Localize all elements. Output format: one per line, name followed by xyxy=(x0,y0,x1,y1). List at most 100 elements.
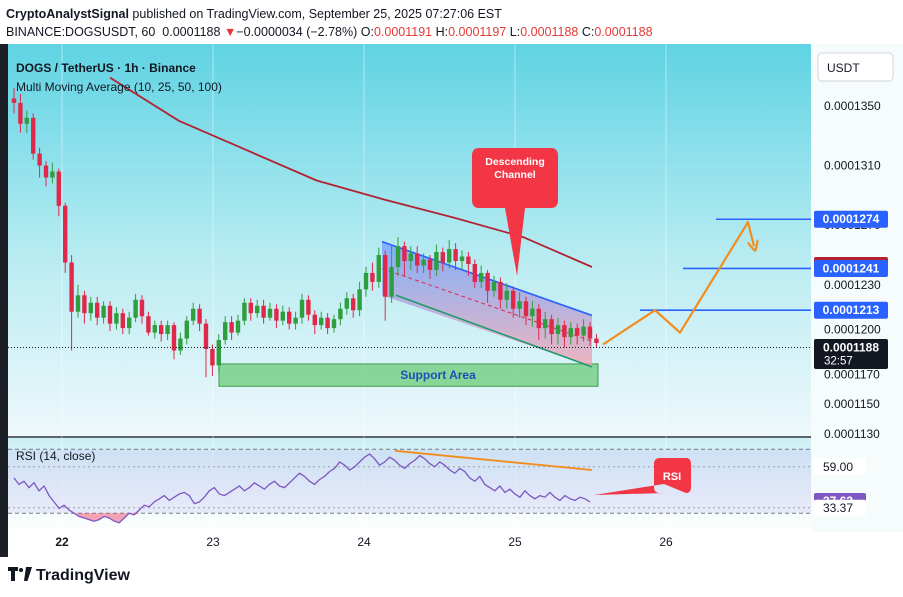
candle-body xyxy=(434,252,439,270)
candle-body xyxy=(24,117,29,124)
candle-body xyxy=(549,319,554,335)
candle-body xyxy=(581,326,586,336)
price-axis-badge xyxy=(814,339,888,369)
price-tick-label: 0.0001170 xyxy=(824,367,880,381)
candle-body xyxy=(178,338,183,351)
price-change: −0.0000034 (−2.78%) xyxy=(236,25,358,39)
candle-body xyxy=(363,272,369,290)
price-axis[interactable] xyxy=(811,44,903,532)
candle-body xyxy=(447,249,452,263)
candle-body xyxy=(63,205,68,263)
high-value: 0.0001197 xyxy=(448,25,507,39)
candle-body xyxy=(472,263,477,282)
price-chart[interactable]: Support Area Descending Channel RSI DOGS… xyxy=(0,44,903,557)
target-lines xyxy=(640,218,811,312)
rsi-callout-label: RSI xyxy=(663,471,681,483)
rsi-callout[interactable]: RSI xyxy=(594,458,691,495)
price-tick-label: 0.0001310 xyxy=(824,159,881,173)
price-axis-badge-value: 0.0001274 xyxy=(823,212,880,226)
low-label: L: xyxy=(509,25,521,39)
price-axis-badge-value: 0.0001241 xyxy=(823,261,880,275)
candle-body xyxy=(152,325,157,333)
candle-body xyxy=(370,272,375,282)
candle-body xyxy=(88,302,93,314)
candle-body xyxy=(357,289,362,311)
candle-body xyxy=(261,305,266,318)
candle-body xyxy=(575,328,580,336)
candle-body xyxy=(127,317,132,329)
open-label: O: xyxy=(360,25,374,39)
channel-lower-line[interactable] xyxy=(395,294,593,368)
candle-body xyxy=(197,308,202,324)
candle-body xyxy=(139,299,145,317)
rsi-axis-label: 59.00 xyxy=(823,460,853,474)
candle-body xyxy=(223,322,228,341)
rsi-line xyxy=(13,453,591,524)
candle-body xyxy=(453,249,458,261)
candle-body xyxy=(43,165,49,178)
price-axis-ticks: 0.00013500.00013100.00012700.00012300.00… xyxy=(824,99,881,441)
time-axis[interactable] xyxy=(8,532,903,557)
candle-body xyxy=(415,253,420,266)
time-tick-label: 23 xyxy=(206,535,220,549)
channel-callout[interactable]: Descending Channel xyxy=(472,148,558,276)
candle-body xyxy=(267,308,273,318)
rsi-axis-badge xyxy=(814,458,866,475)
candle-body xyxy=(530,308,535,317)
candle-body xyxy=(18,102,23,124)
tradingview-logo[interactable]: TradingView xyxy=(8,567,130,585)
candle-body xyxy=(235,320,241,333)
published-text: published on TradingView.com, September … xyxy=(132,7,502,21)
candle-body xyxy=(389,266,394,297)
support-area-label: Support Area xyxy=(400,368,476,382)
support-area[interactable] xyxy=(218,363,599,387)
low-value: 0.0001188 xyxy=(520,25,579,39)
candle-body xyxy=(511,290,516,309)
price-tick-label: 0.0001150 xyxy=(824,397,880,411)
chart-legend-title[interactable]: DOGS / TetherUS · 1h · Binance xyxy=(16,61,196,75)
candle-body xyxy=(37,153,42,166)
candle-body xyxy=(216,340,221,366)
candle-body xyxy=(344,298,349,309)
candle-body xyxy=(427,259,433,270)
candle-body xyxy=(485,272,490,291)
candle-body xyxy=(319,317,324,326)
candle-body xyxy=(133,299,138,318)
indicator-legend[interactable]: Multi Moving Average (10, 25, 50, 100) xyxy=(16,80,222,94)
change-arrow-icon: ▼ xyxy=(223,25,237,39)
candle-body xyxy=(459,256,465,261)
publisher-name[interactable]: CryptoAnalystSignal xyxy=(6,7,129,21)
candle-body xyxy=(69,262,74,312)
close-value: 0.0001188 xyxy=(594,25,653,39)
symbol-line: BINANCE:DOGSUSDT, 60 0.0001188 ▼−0.00000… xyxy=(6,25,653,39)
candle-body xyxy=(338,308,343,320)
candle-body xyxy=(82,295,87,314)
candle-body xyxy=(517,301,522,309)
rsi-legend[interactable]: RSI (14, close) xyxy=(16,449,95,463)
candle-body xyxy=(562,325,567,338)
candle-body xyxy=(146,316,151,333)
time-axis-ticks: 22 23 24 25 26 xyxy=(55,535,673,549)
candle-body xyxy=(203,323,209,349)
projection-arrow[interactable] xyxy=(602,221,754,346)
time-tick-label: 26 xyxy=(659,535,673,549)
high-label: H: xyxy=(435,25,449,39)
currency-button[interactable]: USDT xyxy=(817,52,894,82)
candle-body xyxy=(75,295,81,312)
price-tick-label: 0.0001130 xyxy=(824,427,880,441)
candle-body xyxy=(50,171,55,178)
candle-body xyxy=(325,317,330,329)
candle-body xyxy=(543,319,548,329)
price-axis-badge xyxy=(814,259,888,277)
candle-body xyxy=(479,272,484,282)
candle-body xyxy=(210,348,215,366)
candle-body xyxy=(274,308,279,321)
candle-body xyxy=(293,317,298,324)
candle-body xyxy=(306,299,311,315)
rsi-divergence-line xyxy=(394,449,593,471)
descending-channel[interactable] xyxy=(382,241,592,367)
footer: TradingView xyxy=(0,557,903,597)
rsi-axis-labels: 59.0037.6333.37 xyxy=(814,458,866,516)
candle-body xyxy=(466,256,471,264)
candle-body xyxy=(568,328,573,338)
